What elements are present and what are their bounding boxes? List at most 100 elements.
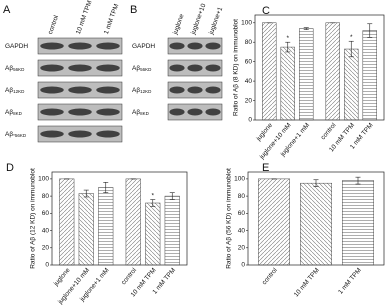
y-tick-label: 100: [38, 176, 49, 183]
bar: [300, 182, 332, 266]
bar: [98, 187, 114, 266]
column-label: juglone: [172, 13, 186, 36]
row-label: Aβ56KD: [132, 65, 152, 72]
y-tick-label: 60: [238, 210, 246, 217]
panel-label: B: [130, 4, 137, 16]
blot-band: [96, 108, 120, 116]
y-tick-label: 20: [42, 244, 50, 251]
blot-band: [96, 130, 120, 138]
blot-band: [187, 64, 203, 72]
error-bar: [150, 199, 156, 207]
blot-band: [68, 108, 92, 116]
y-tick-label: 100: [234, 176, 245, 183]
blot-band: [68, 130, 92, 138]
error-bar: [355, 176, 361, 185]
bar: [325, 22, 340, 121]
blot-band: [40, 108, 64, 116]
row-label: Aβ12KD: [132, 87, 152, 94]
plot-frame: [51, 171, 188, 266]
bar: [59, 178, 75, 266]
bar: [164, 195, 180, 266]
row-label-sub: 8KD: [140, 111, 150, 116]
bar: [342, 180, 374, 266]
panel-label: E: [262, 162, 269, 174]
row-label-sub: 56KD: [13, 67, 25, 72]
annotation: *: [286, 35, 289, 42]
column-label: juglone+1: [208, 6, 225, 36]
row-label: Aβ56KD: [5, 65, 25, 72]
y-tick-label: 20: [238, 244, 246, 251]
error-bar: [285, 41, 291, 53]
blot-band: [205, 64, 221, 72]
plot-frame: [254, 14, 385, 121]
column-label: control: [47, 14, 60, 35]
column-label: 10 mM TPM: [75, 0, 94, 35]
error-bar: [169, 192, 175, 200]
blot-band: [187, 42, 203, 50]
row-label-main: Aβ: [5, 65, 13, 72]
blot-band: [169, 42, 185, 50]
blot-band: [40, 130, 64, 138]
blot-band: [68, 64, 92, 72]
column-label: juglone+10: [190, 2, 208, 36]
row-label: Aβ*56KD: [5, 131, 27, 138]
bar: [145, 202, 161, 266]
panel-label: C: [262, 5, 270, 17]
bar: [344, 48, 359, 121]
y-tick-label: 40: [245, 78, 253, 85]
y-tick-label: 0: [248, 117, 252, 124]
y-tick-label: 20: [245, 97, 253, 104]
y-tick-label: 40: [238, 227, 246, 234]
row-label-sub: 8KD: [13, 111, 23, 116]
bar: [125, 178, 141, 266]
x-tick-label: 1 mM TPM: [337, 267, 363, 296]
y-tick-label: 60: [245, 58, 253, 65]
row-label: Aβ8KD: [132, 109, 150, 116]
blot-band: [40, 64, 64, 72]
row-label-main: Aβ: [132, 87, 140, 94]
bar: [362, 30, 377, 121]
y-axis-label: Ratio of Aβ (12 KD) on immunoblot: [30, 168, 37, 269]
error-bar: [367, 23, 373, 38]
row-label: Aβ12KD: [5, 87, 25, 94]
y-tick-label: 60: [42, 210, 50, 217]
blot-band: [205, 86, 221, 94]
row-label-main: Aβ: [132, 65, 140, 72]
row-label-sub: 12KD: [13, 89, 25, 94]
row-label-main: Aβ: [132, 109, 140, 116]
blot-band: [169, 64, 185, 72]
blot-band: [187, 108, 203, 116]
error-bar: [83, 189, 89, 198]
x-tick-label: control: [261, 266, 279, 286]
error-bar: [103, 182, 109, 193]
blot-band: [187, 86, 203, 94]
blot-band: [169, 108, 185, 116]
bar: [262, 22, 277, 121]
blot-band: [205, 42, 221, 50]
blot-band: [169, 86, 185, 94]
row-label: GAPDH: [5, 43, 28, 50]
blot-band: [68, 42, 92, 50]
blot-band: [68, 86, 92, 94]
y-axis-label: Ratio of Aβ (56 KD) on immunoblot: [226, 168, 233, 269]
y-tick-label: 80: [245, 39, 253, 46]
y-tick-label: 100: [241, 19, 252, 26]
blot-band: [96, 42, 120, 50]
panel-label: A: [3, 4, 11, 16]
blot-band: [40, 42, 64, 50]
x-tick-label: control: [120, 266, 138, 286]
y-tick-label: 0: [45, 262, 49, 269]
row-label-main: Aβ: [5, 87, 13, 94]
annotation: *: [350, 34, 353, 41]
y-axis-label: Ratio of Aβ (8 KD) on immunoblot: [233, 19, 240, 116]
bar: [258, 178, 290, 266]
bar: [299, 28, 314, 121]
x-tick-label: control: [320, 121, 338, 141]
row-label-main: Aβ: [5, 109, 13, 116]
row-label-sub: *56KD: [13, 133, 27, 138]
blot-band: [205, 108, 221, 116]
row-label-main: Aβ: [5, 131, 13, 138]
row-label-sub: 12KD: [140, 89, 152, 94]
